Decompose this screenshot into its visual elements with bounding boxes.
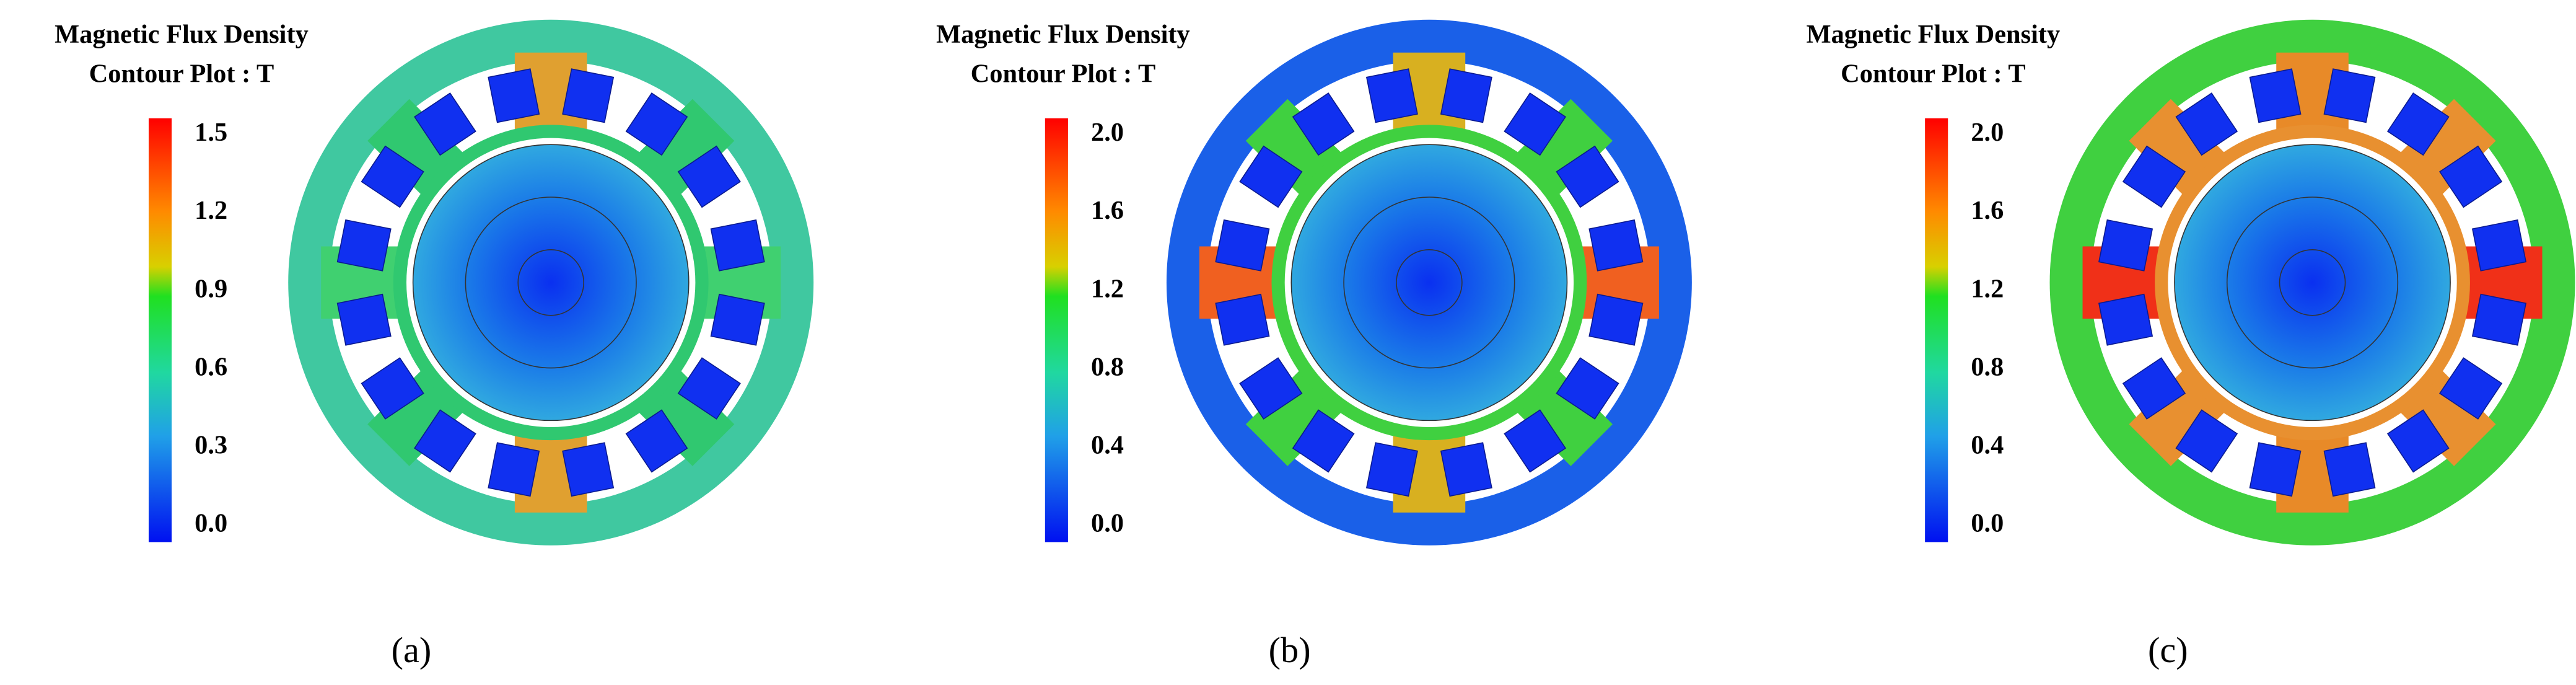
rotor-inner: [2226, 197, 2399, 369]
coil: [710, 293, 765, 346]
coil: [2175, 409, 2238, 473]
colorbar-tick-label: 1.2: [1091, 274, 1124, 303]
colorbar-tick-label: 2.0: [1091, 118, 1124, 147]
coil: [1504, 409, 1567, 473]
coil: [2386, 92, 2450, 156]
coil: [1239, 145, 1303, 208]
coil: [2249, 442, 2302, 497]
coil: [710, 219, 765, 272]
panel: Magnetic Flux Density Contour Plot : T 2.0…: [1807, 19, 2575, 670]
coil: [1239, 357, 1303, 420]
rotor: [412, 144, 690, 422]
panel: Magnetic Flux Density Contour Plot : T 2.0…: [936, 19, 1692, 670]
colorbar-title: Contour Plot : T: [89, 59, 274, 88]
coil: [488, 442, 540, 497]
coil: [1504, 92, 1567, 156]
colorbar-tick-label: 1.5: [195, 118, 227, 147]
coil: [414, 409, 476, 473]
coil: [1215, 219, 1270, 272]
coil: [2249, 68, 2302, 123]
shaft: [2279, 249, 2346, 316]
colorbar-tick-label: 0.8: [1971, 352, 2004, 381]
coil: [1556, 145, 1619, 208]
coil: [414, 92, 476, 156]
coil: [2323, 442, 2376, 497]
coil: [2439, 145, 2503, 208]
colorbar-tick-label: 0.0: [1971, 509, 2004, 538]
shaft: [1396, 249, 1463, 316]
coil: [1440, 442, 1492, 497]
rotor: [2174, 144, 2451, 422]
coil: [1556, 357, 1619, 420]
coil: [1215, 293, 1270, 346]
colorbar-tick-label: 0.6: [195, 352, 227, 381]
panel: Magnetic Flux Density Contour Plot : T 1.5…: [55, 19, 814, 670]
coil: [2122, 145, 2186, 208]
coil: [677, 145, 741, 208]
colorbar-tick-label: 0.8: [1091, 352, 1124, 381]
colorbar-tick-label: 1.2: [195, 196, 227, 225]
colorbar-tick-label: 2.0: [1971, 118, 2004, 147]
coil: [336, 293, 392, 346]
caption: (a): [392, 630, 432, 670]
coil: [361, 145, 424, 208]
caption: (c): [2148, 630, 2188, 670]
colorbar-tick-label: 1.2: [1971, 274, 2004, 303]
coil: [1292, 409, 1355, 473]
coil: [2439, 357, 2503, 420]
colorbar-tick-label: 0.3: [195, 431, 227, 460]
colorbar: [148, 118, 172, 542]
coil: [2386, 409, 2450, 473]
coil: [562, 442, 615, 497]
rotor: [1290, 144, 1568, 422]
coil: [2175, 92, 2238, 156]
coil: [2323, 68, 2376, 123]
coil: [1365, 68, 1418, 123]
coil: [625, 409, 688, 473]
coil: [2098, 293, 2153, 346]
colorbar-title: Contour Plot : T: [971, 59, 1156, 88]
coil: [2098, 219, 2153, 272]
rotor-inner: [465, 197, 637, 369]
rotor-inner: [1343, 197, 1515, 369]
coil: [488, 68, 540, 123]
coil: [336, 219, 392, 272]
coil: [562, 68, 615, 123]
coil: [1292, 92, 1355, 156]
coil: [2471, 293, 2527, 346]
shaft: [517, 249, 584, 316]
colorbar-tick-label: 1.6: [1971, 196, 2004, 225]
colorbar: [1045, 118, 1068, 542]
coil: [2122, 357, 2186, 420]
coil: [677, 357, 741, 420]
coil: [361, 357, 424, 420]
caption: (b): [1269, 630, 1311, 670]
colorbar-tick-label: 0.0: [195, 509, 227, 538]
colorbar-tick-label: 0.4: [1971, 431, 2004, 460]
colorbar-tick-label: 1.6: [1091, 196, 1124, 225]
colorbar-title: Magnetic Flux Density: [1807, 20, 2061, 49]
coil: [1365, 442, 1418, 497]
colorbar-title: Contour Plot : T: [1841, 59, 2026, 88]
colorbar: [1925, 118, 1948, 542]
coil: [2471, 219, 2527, 272]
colorbar-tick-label: 0.9: [195, 274, 227, 303]
coil: [625, 92, 688, 156]
colorbar-tick-label: 0.4: [1091, 431, 1124, 460]
colorbar-title: Magnetic Flux Density: [936, 20, 1190, 49]
coil: [1588, 293, 1644, 346]
coil: [1588, 219, 1644, 272]
colorbar-title: Magnetic Flux Density: [55, 20, 309, 49]
colorbar-tick-label: 0.0: [1091, 509, 1124, 538]
coil: [1440, 68, 1492, 123]
